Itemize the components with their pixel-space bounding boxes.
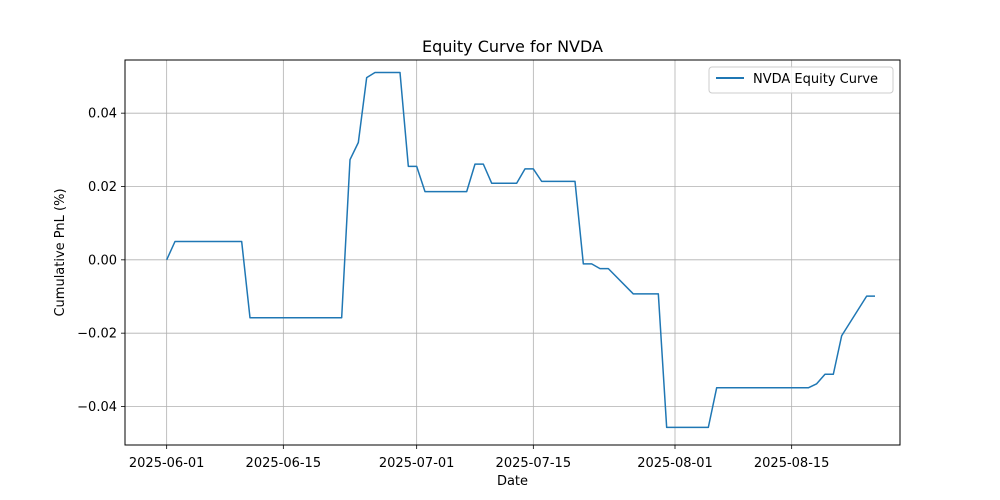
y-tick-label: 0.02 <box>88 180 117 195</box>
x-tick-label: 2025-08-01 <box>637 456 713 471</box>
y-axis-ticks: −0.04 −0.02 0.00 0.02 0.04 <box>77 107 125 415</box>
legend-box <box>708 66 894 94</box>
x-tick-label: 2025-07-15 <box>496 456 572 471</box>
x-tick-label: 2025-06-15 <box>246 456 322 471</box>
y-tick-label: −0.02 <box>77 327 117 342</box>
y-tick-label: 0.00 <box>88 253 117 268</box>
y-axis-label: Cumulative PnL (%) <box>53 188 68 316</box>
y-tick-label: −0.04 <box>77 400 117 415</box>
plot-frame <box>124 59 901 446</box>
grid-lines <box>125 60 900 445</box>
y-tick-label: 0.04 <box>88 107 117 122</box>
chart-title: Equity Curve for NVDA <box>422 37 603 56</box>
x-tick-label: 2025-08-15 <box>754 456 830 471</box>
x-tick-label: 2025-07-01 <box>379 456 455 471</box>
series-line-nvda <box>165 71 875 429</box>
x-axis-label: Date <box>497 474 528 489</box>
legend: NVDA Equity Curve <box>708 66 894 94</box>
legend-label: NVDA Equity Curve <box>753 72 878 87</box>
x-tick-label: 2025-06-01 <box>129 456 205 471</box>
x-axis-ticks: 2025-06-01 2025-06-15 2025-07-01 2025-07-15… <box>129 445 830 471</box>
